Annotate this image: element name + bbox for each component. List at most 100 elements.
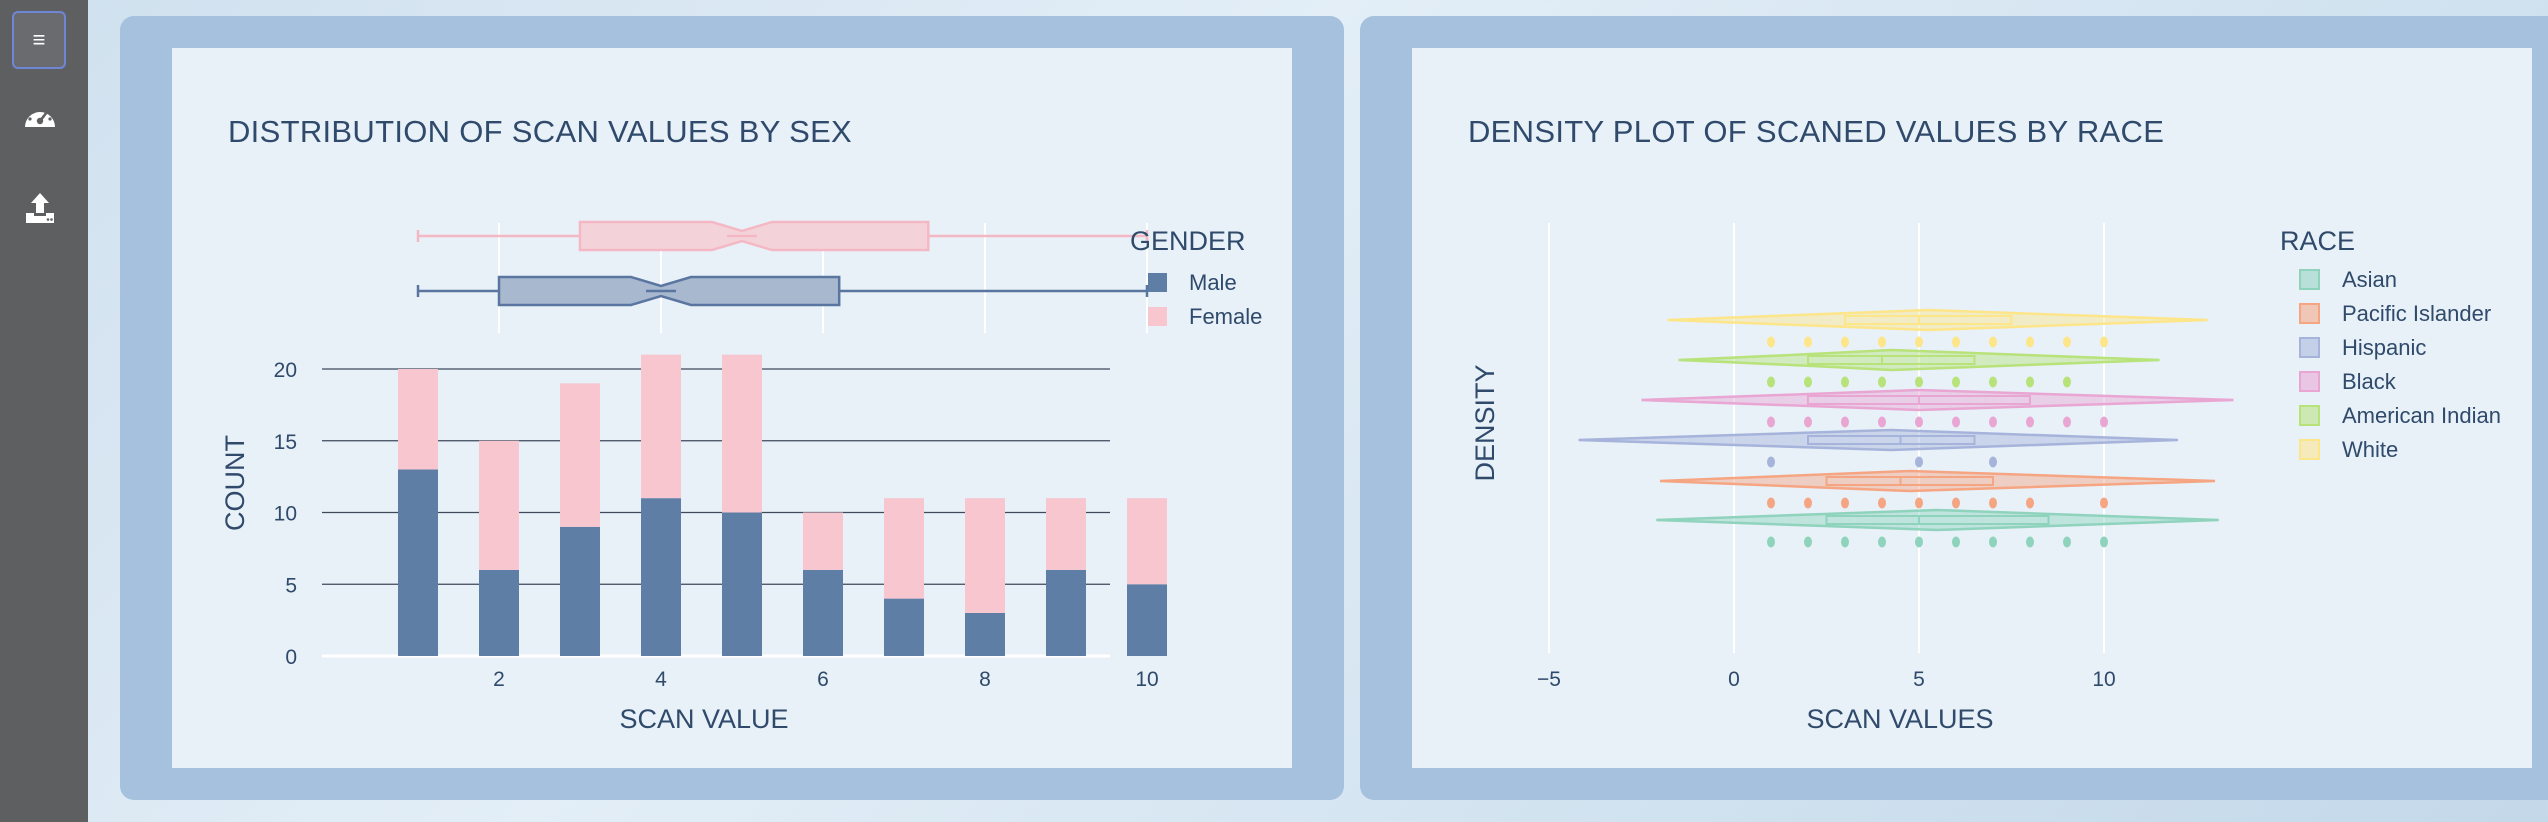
legend-swatch (2299, 269, 2320, 290)
x-tick-label: 0 (1728, 668, 1740, 691)
menu-toggle-button[interactable]: ≡ (12, 11, 66, 69)
violin-box (1807, 435, 1976, 445)
bar-male (641, 498, 681, 656)
bar-male (965, 612, 1005, 656)
y-axis-label: COUNT (220, 435, 250, 531)
bar-male (803, 569, 843, 656)
violin-point (1952, 376, 1960, 388)
y-tick-label: 5 (285, 574, 297, 597)
y-tick-label: 0 (285, 646, 297, 669)
violin-point (2100, 416, 2108, 428)
violin-shape (1656, 508, 2219, 532)
violin-point (1841, 416, 1849, 428)
legend-title: GENDER (1130, 226, 1246, 256)
violin-point (1989, 376, 1997, 388)
violin-point (2026, 536, 2034, 548)
upload-button[interactable] (12, 180, 68, 236)
violin-point (1989, 416, 1997, 428)
legend-label: Black (2342, 369, 2397, 394)
violin-point (1915, 536, 1923, 548)
violin-point (2026, 336, 2034, 348)
bar-male (722, 512, 762, 656)
x-tick-label: 5 (1913, 668, 1925, 691)
violin-point (1915, 376, 1923, 388)
y-tick-label: 20 (274, 359, 297, 382)
legend: RACE Asian Pacific Islander Hispanic Black A… (2280, 226, 2501, 462)
violin-point (1989, 336, 1997, 348)
x-tick-label: −5 (1537, 668, 1561, 691)
legend-label: American Indian (2342, 403, 2501, 428)
violin-point (1915, 456, 1923, 468)
x-tick-label: 2 (493, 668, 505, 691)
violin-asian (1656, 508, 2219, 548)
x-tick-label: 8 (979, 668, 991, 691)
violin-point (1989, 536, 1997, 548)
sidebar: ≡ (0, 0, 88, 822)
legend-item-american-indian[interactable]: American Indian (2299, 403, 2501, 428)
legend-swatch (2299, 405, 2320, 426)
x-axis-label: SCAN VALUES (1806, 704, 1993, 734)
violin-point (2026, 416, 2034, 428)
x-tick-label: 6 (817, 668, 829, 691)
y-axis-label: DENSITY (1470, 364, 1500, 481)
bar-male (884, 598, 924, 656)
violin-point (2063, 376, 2071, 388)
legend-title: RACE (2280, 226, 2355, 256)
violin-box (1825, 476, 1994, 486)
violin-point (2026, 376, 2034, 388)
violin-point (1804, 336, 1812, 348)
scan-sex-chart: 0 5 10 15 20 2 4 6 8 10 COUNT SCAN VALUE GENDER M… (220, 220, 1262, 734)
legend-item-pacific-islander[interactable]: Pacific Islander (2299, 301, 2491, 326)
violin-shape (1641, 388, 2234, 412)
violin-box (1844, 315, 2013, 325)
violin-point (1767, 536, 1775, 548)
chart-title: DENSITY PLOT OF SCANED VALUES BY RACE (1468, 114, 2165, 149)
legend-item-female[interactable]: Female (1148, 304, 1262, 329)
violin-shape (1678, 348, 2160, 372)
violin-point (2063, 336, 2071, 348)
x-tick-label: 10 (2092, 668, 2115, 691)
violin-point (1989, 497, 1997, 509)
violin-point (1878, 497, 1886, 509)
violin-point (1952, 416, 1960, 428)
legend-label-male: Male (1189, 270, 1237, 295)
violin-point (2063, 416, 2071, 428)
violin-point (2100, 536, 2108, 548)
legend-item-white[interactable]: White (2299, 437, 2398, 462)
violin-point (2100, 336, 2108, 348)
bar-female (1046, 498, 1086, 570)
violin-point (1767, 497, 1775, 509)
scan-sex-chart-panel: DISTRIBUTION OF SCAN VALUES BY SEX 0 5 10 1… (172, 48, 1292, 768)
dashboard-icon (25, 107, 55, 127)
bar-male (398, 469, 438, 656)
violin-american-indian (1678, 348, 2160, 388)
violin-point (1804, 376, 1812, 388)
violin-point (2063, 536, 2071, 548)
violin-point (1841, 536, 1849, 548)
violin-box (1825, 515, 2050, 525)
legend-item-asian[interactable]: Asian (2299, 267, 2397, 292)
violin-point (1915, 497, 1923, 509)
violin-point (1952, 497, 1960, 509)
violin-point (1841, 497, 1849, 509)
chart-title: DISTRIBUTION OF SCAN VALUES BY SEX (228, 114, 853, 149)
scan-sex-card: DISTRIBUTION OF SCAN VALUES BY SEX 0 5 10 1… (120, 16, 1344, 800)
legend-swatch (2299, 371, 2320, 392)
legend-item-male[interactable]: Male (1148, 270, 1237, 295)
scan-race-chart-panel: DENSITY PLOT OF SCANED VALUES BY RACE −5… (1412, 48, 2532, 768)
violin-point (2026, 497, 2034, 509)
upload-icon (26, 193, 54, 223)
legend-label: Hispanic (2342, 335, 2426, 360)
legend-swatch (2299, 439, 2320, 460)
legend-item-hispanic[interactable]: Hispanic (2299, 335, 2426, 360)
x-axis-label: SCAN VALUE (619, 704, 788, 734)
violin-point (1841, 336, 1849, 348)
legend: GENDER Male Female (1130, 226, 1262, 329)
legend-label: White (2342, 437, 2398, 462)
legend-item-black[interactable]: Black (2299, 369, 2397, 394)
violin-pacific-islander (1659, 469, 2216, 509)
dashboard-button[interactable] (12, 88, 68, 144)
violin-shape (1578, 428, 2179, 452)
y-tick-label: 15 (274, 431, 297, 454)
violin-point (1767, 456, 1775, 468)
